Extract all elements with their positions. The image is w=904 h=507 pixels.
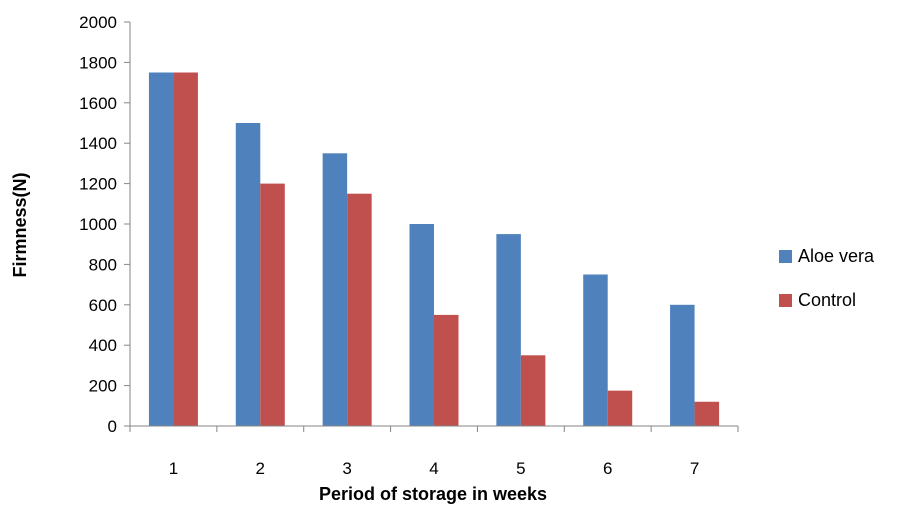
bar-aloe-vera-week-5 xyxy=(496,234,521,426)
bar-aloe-vera-week-1 xyxy=(148,72,174,426)
legend-swatch xyxy=(779,294,792,307)
y-tick-label: 1000 xyxy=(79,215,117,234)
y-tick-label: 1400 xyxy=(79,134,117,153)
bar-control-week-3 xyxy=(347,193,372,426)
bar-control-week-7 xyxy=(694,401,720,426)
bar-aloe-vera-week-3 xyxy=(322,153,348,427)
bar-control-week-5 xyxy=(520,355,546,426)
bar-aloe-vera-week-7 xyxy=(670,304,695,426)
y-tick-label: 400 xyxy=(89,336,117,355)
y-tick-label: 600 xyxy=(89,296,117,315)
bar-aloe-vera-week-2 xyxy=(235,123,261,426)
y-tick-label: 0 xyxy=(108,417,117,436)
bar-aloe-vera-week-6 xyxy=(583,274,608,426)
x-axis-ticks: 1 2 3 4 5 6 7 xyxy=(129,426,739,478)
bars-group xyxy=(148,72,720,427)
x-tick-label: 7 xyxy=(690,459,699,478)
y-tick-label: 800 xyxy=(89,255,117,274)
y-tick-label: 1800 xyxy=(79,53,117,72)
bar-control-week-6 xyxy=(607,390,633,426)
legend-label: Control xyxy=(798,290,856,310)
x-tick-label: 6 xyxy=(603,459,612,478)
x-tick-label: 1 xyxy=(169,459,178,478)
bar-control-week-4 xyxy=(434,314,459,426)
y-tick-label: 1600 xyxy=(79,94,117,113)
x-axis-title: Period of storage in weeks xyxy=(319,484,547,504)
bar-control-week-2 xyxy=(260,183,285,426)
legend-label: Aloe vera xyxy=(798,246,875,266)
y-axis-title: Firmness(N) xyxy=(10,172,30,277)
bar-control-week-1 xyxy=(173,72,198,426)
legend: Aloe vera Control xyxy=(779,246,875,310)
y-tick-label: 1200 xyxy=(79,175,117,194)
y-tick-label: 2000 xyxy=(79,13,117,32)
x-tick-label: 5 xyxy=(516,459,525,478)
x-tick-label: 4 xyxy=(429,459,438,478)
x-tick-label: 2 xyxy=(256,459,265,478)
bar-aloe-vera-week-4 xyxy=(409,224,434,426)
y-tick-label: 200 xyxy=(89,377,117,396)
legend-swatch xyxy=(779,250,792,263)
x-tick-label: 3 xyxy=(342,459,351,478)
y-axis-ticks: 0 200 400 600 800 1000 1200 1400 1600 1800 2000 xyxy=(79,13,130,436)
